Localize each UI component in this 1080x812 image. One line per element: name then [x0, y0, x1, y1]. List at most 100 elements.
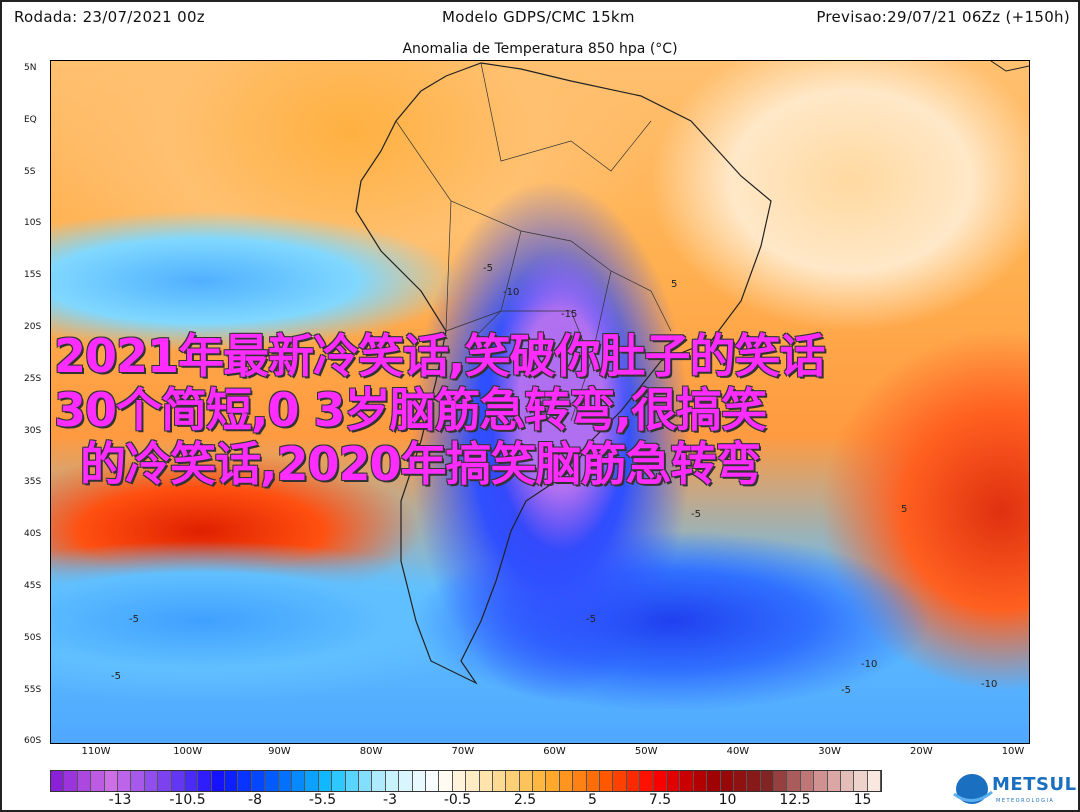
colorbar-swatch: [693, 771, 708, 791]
colorbar-swatch: [198, 771, 212, 791]
colorbar-swatch: [51, 771, 65, 791]
colorbar-swatch: [265, 771, 279, 791]
colorbar-swatch: [506, 771, 520, 791]
colorbar-swatch: [332, 771, 346, 791]
lon-label: 10W: [1001, 746, 1025, 757]
colorbar-swatch: [251, 771, 266, 791]
colorbar-swatch: [425, 771, 440, 791]
contour-label: -5: [111, 671, 121, 682]
lon-label: 30W: [818, 746, 841, 757]
colorbar-swatch: [452, 771, 467, 791]
contour-label: 5: [671, 279, 678, 290]
colorbar-swatch: [559, 771, 574, 791]
colorbar-swatch: [519, 771, 534, 791]
overlay-text-line-3: 的冷笑话,2020年搞笑脑筋急转弯: [80, 437, 762, 491]
colorbar-swatch: [707, 771, 721, 791]
lat-label: 10S: [24, 218, 42, 229]
colorbar-label: -10.5: [169, 792, 206, 808]
colorbar: [50, 770, 883, 792]
colorbar-swatch: [640, 771, 654, 791]
africa-coast: [990, 61, 1029, 72]
map-title: Anomalia de Temperatura 850 hpa (°C): [402, 41, 678, 57]
colorbar-swatch: [238, 771, 252, 791]
colorbar-swatch: [600, 771, 614, 791]
colorbar-swatch: [867, 771, 882, 791]
logo-subtitle: METEOROLOGIA: [996, 798, 1055, 804]
lat-label: 5S: [24, 166, 36, 177]
lon-label: 50W: [634, 746, 658, 757]
colorbar-swatch: [158, 771, 172, 791]
colorbar-swatch: [385, 771, 400, 791]
colorbar-swatch: [399, 771, 413, 791]
colorbar-swatch: [720, 771, 734, 791]
lat-label: 45S: [24, 581, 42, 591]
colorbar-label: 2.5: [513, 792, 537, 808]
lon-label: 70W: [451, 746, 475, 757]
overlay-text-line-2: 30个简短,0 3岁脑筋急转弯,很搞笑: [54, 383, 767, 437]
temperature-anomaly-map: -5 -10 -15 5 -5 -5 -5 -5 -10 -10 5 -5: [50, 60, 1030, 744]
colorbar-swatch: [760, 771, 775, 791]
colorbar-swatch: [546, 771, 560, 791]
colorbar-label: 7.5: [648, 792, 672, 808]
model-name: Modelo GDPS/CMC 15km: [442, 8, 635, 26]
colorbar-label: -3: [383, 792, 397, 808]
colorbar-label: 5: [588, 792, 597, 808]
colorbar-swatch: [117, 771, 132, 791]
lat-label: 25S: [24, 373, 42, 384]
colorbar-swatch: [680, 771, 694, 791]
colorbar-swatch: [211, 771, 226, 791]
lon-label: 60W: [543, 746, 566, 757]
lon-label: 40W: [726, 746, 750, 757]
lat-label: 35S: [24, 477, 42, 488]
colorbar-swatch: [492, 771, 507, 791]
metsul-globe-icon: [953, 774, 993, 804]
contour-label: -5: [129, 614, 139, 625]
colorbar-swatch: [91, 771, 105, 791]
lat-label: 5N: [24, 63, 37, 73]
overlay-text-line-1: 2021年最新冷笑话,笑破你肚子的笑话: [54, 329, 826, 383]
colorbar-swatch: [439, 771, 453, 791]
lat-label: 60S: [24, 736, 42, 747]
colorbar-swatch: [225, 771, 239, 791]
contour-label: -5: [483, 263, 493, 274]
colorbar-swatch: [77, 771, 92, 791]
colorbar-swatch: [64, 771, 78, 791]
contour-label: -15: [561, 309, 578, 320]
lon-label: 90W: [268, 746, 291, 757]
coastlines: [355, 61, 1029, 685]
colorbar-swatch: [144, 771, 159, 791]
colorbar-swatch: [653, 771, 667, 791]
forecast-time: Previsao:29/07/21 06Zz (+150h): [816, 8, 1070, 26]
run-date: Rodada: 23/07/2021 00z: [14, 8, 205, 26]
colorbar-swatch: [184, 771, 199, 791]
lat-label: 20S: [24, 322, 42, 332]
colorbar-swatch: [613, 771, 627, 791]
lat-label: 30S: [24, 425, 42, 436]
contour-label: 5: [901, 504, 908, 515]
colorbar-swatch: [318, 771, 333, 791]
colorbar-swatch: [827, 771, 842, 791]
contour-label: -10: [503, 287, 520, 298]
lon-label: 20W: [909, 746, 933, 757]
colorbar-swatch: [814, 771, 828, 791]
south-america-outline: [355, 62, 772, 685]
colorbar-swatch: [533, 771, 547, 791]
colorbar-swatch: [104, 771, 118, 791]
colorbar-swatch: [573, 771, 587, 791]
colorbar-swatch: [131, 771, 145, 791]
country-borders: [395, 62, 672, 422]
colorbar-swatch: [626, 771, 641, 791]
contour-label: -5: [841, 685, 851, 696]
colorbar-swatch: [800, 771, 815, 791]
lat-label: EQ: [24, 114, 37, 125]
colorbar-swatch: [747, 771, 761, 791]
lat-label: 15S: [24, 270, 42, 281]
colorbar-label: 15: [853, 792, 872, 808]
lat-label: 40S: [24, 529, 42, 540]
lon-label: 110W: [81, 746, 111, 757]
colorbar-swatch: [278, 771, 293, 791]
colorbar-swatch: [479, 771, 493, 791]
colorbar-swatch: [774, 771, 788, 791]
contour-label: -5: [691, 509, 701, 520]
